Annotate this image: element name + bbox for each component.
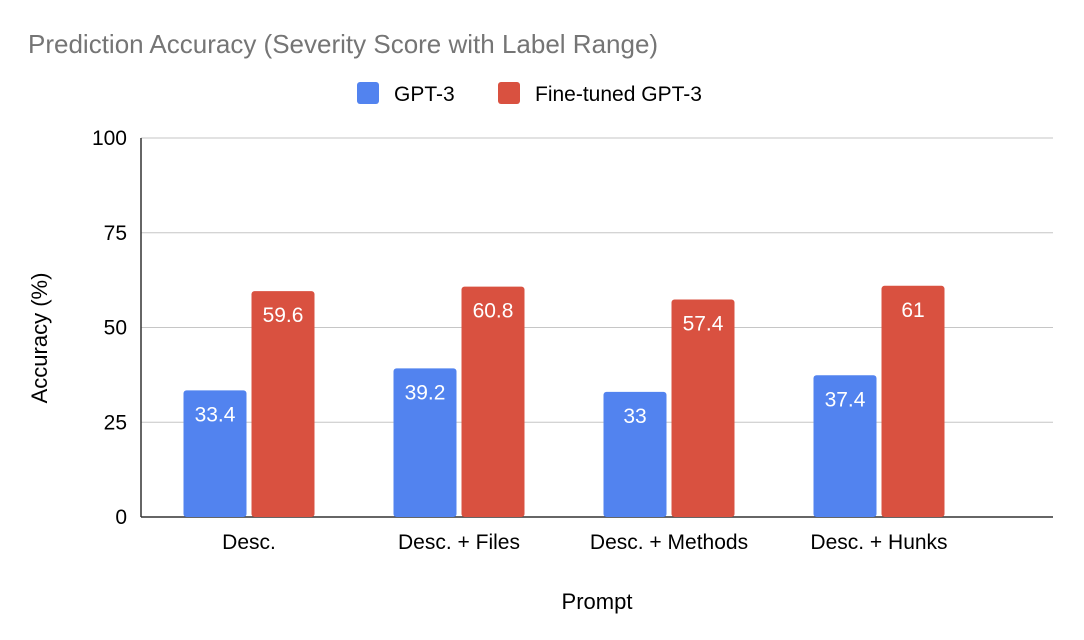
legend-swatch — [357, 82, 379, 104]
y-axis-title: Accuracy (%) — [27, 273, 52, 404]
bar — [461, 286, 525, 517]
legend-swatch — [498, 82, 520, 104]
y-tick-label: 100 — [92, 127, 127, 150]
chart-title: Prediction Accuracy (Severity Score with… — [28, 29, 658, 59]
data-label: 60.8 — [473, 300, 514, 323]
bar — [183, 390, 247, 517]
x-axis-ticks: Desc. Desc. + Files Desc. + Methods Desc. +… — [222, 531, 947, 554]
x-axis-title: Prompt — [562, 589, 633, 614]
data-label: 61 — [901, 299, 924, 322]
data-label: 33.4 — [195, 403, 236, 426]
bar — [251, 291, 315, 517]
bar — [813, 375, 877, 517]
legend-label: Fine-tuned GPT-3 — [535, 83, 702, 106]
y-tick-label: 50 — [104, 317, 127, 340]
legend-label: GPT-3 — [394, 83, 455, 106]
x-tick-label: Desc. + Files — [398, 531, 520, 554]
x-tick-label: Desc. + Hunks — [810, 531, 947, 554]
legend: GPT-3 Fine-tuned GPT-3 — [357, 82, 702, 106]
data-label: 57.4 — [683, 312, 724, 335]
y-tick-label: 25 — [104, 411, 127, 434]
data-label: 59.6 — [263, 304, 304, 327]
bar — [603, 391, 667, 517]
bar — [393, 368, 457, 517]
bar — [671, 299, 735, 517]
y-axis-ticks: 0 25 50 75 100 — [92, 127, 127, 529]
bar — [881, 285, 945, 517]
y-tick-label: 75 — [104, 222, 127, 245]
y-tick-label: 0 — [115, 506, 127, 529]
data-label: 37.4 — [825, 388, 866, 411]
data-label: 33 — [623, 405, 646, 428]
x-tick-label: Desc. + Methods — [590, 531, 748, 554]
data-label: 39.2 — [405, 381, 446, 404]
bars: 33.4 59.6 39.2 60.8 33 57.4 37.4 61 — [183, 285, 945, 517]
x-tick-label: Desc. — [222, 531, 276, 554]
